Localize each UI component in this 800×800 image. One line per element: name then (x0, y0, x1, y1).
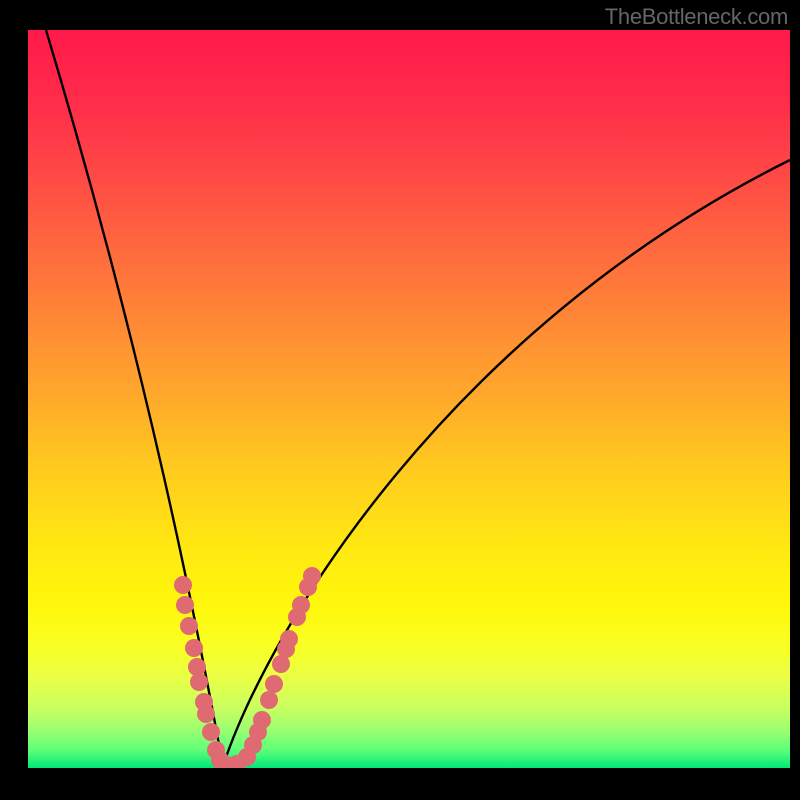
frame-border-bottom (0, 768, 800, 800)
chart-frame: TheBottleneck.com (0, 0, 800, 800)
right-cluster-marker (260, 691, 278, 709)
left-cluster-marker (190, 673, 208, 691)
right-cluster-marker (292, 596, 310, 614)
right-cluster-marker (253, 711, 271, 729)
curve-right-branch (223, 160, 790, 766)
plot-area (28, 30, 790, 768)
left-cluster-marker (176, 596, 194, 614)
left-cluster-marker (202, 723, 220, 741)
frame-border-left (0, 0, 28, 800)
right-cluster-marker (303, 567, 321, 585)
right-cluster-marker (280, 630, 298, 648)
watermark-text: TheBottleneck.com (605, 4, 788, 30)
left-cluster-marker (185, 639, 203, 657)
frame-border-right (790, 0, 800, 800)
left-cluster-marker (180, 617, 198, 635)
curve-layer (28, 30, 790, 768)
left-cluster-marker (174, 576, 192, 594)
left-cluster-marker (197, 705, 215, 723)
right-cluster-marker (265, 675, 283, 693)
